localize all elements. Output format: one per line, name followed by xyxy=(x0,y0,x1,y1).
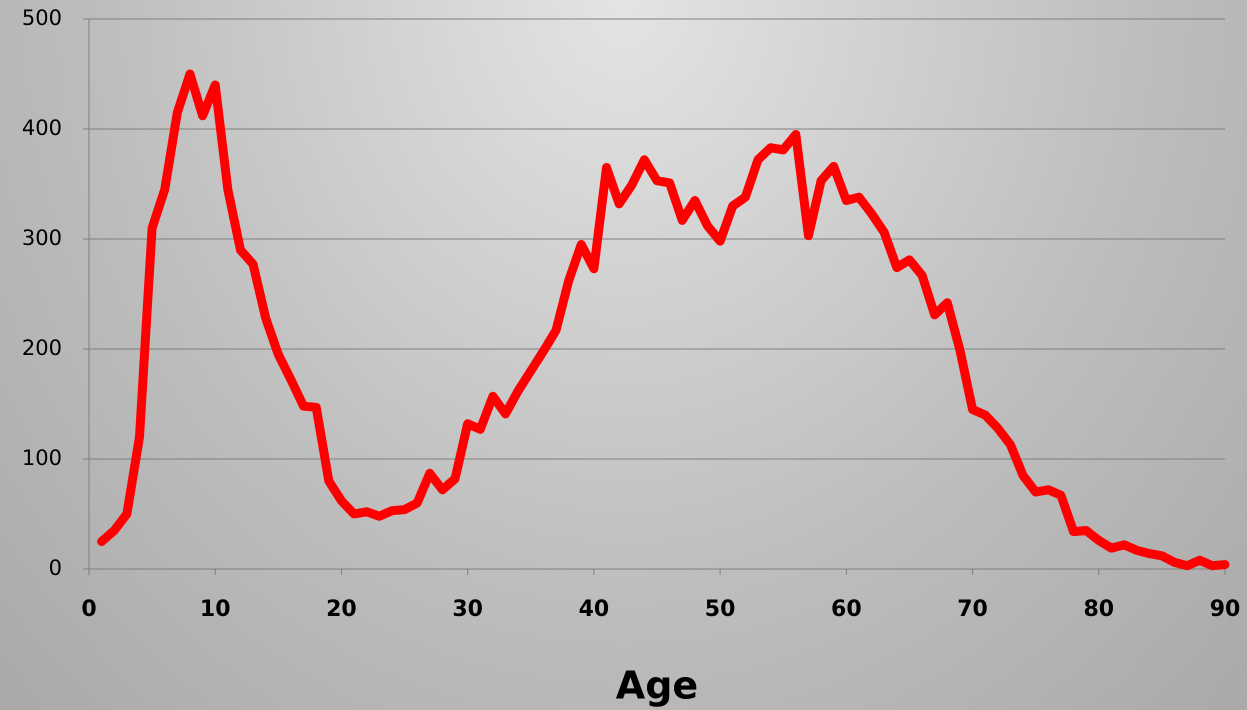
y-tick-label: 400 xyxy=(22,116,62,140)
x-tick-label: 70 xyxy=(957,597,988,622)
data-line xyxy=(97,69,1230,571)
y-tick-label: 100 xyxy=(22,446,62,470)
x-tick-label: 80 xyxy=(1083,597,1114,622)
x-tick-label: 60 xyxy=(831,597,862,622)
x-tick-label: 90 xyxy=(1210,597,1241,622)
y-tick-label: 300 xyxy=(22,226,62,250)
x-tick-label: 10 xyxy=(200,597,231,622)
y-tick-label: 0 xyxy=(49,556,62,580)
x-tick-label: 0 xyxy=(81,597,96,622)
x-axis-label: Age xyxy=(616,664,698,708)
x-tick-label: 30 xyxy=(452,597,483,622)
y-tick-label: 200 xyxy=(22,336,62,360)
y-tick-label: 500 xyxy=(22,6,62,30)
x-tick-label: 50 xyxy=(705,597,736,622)
x-tick-label: 40 xyxy=(579,597,610,622)
x-tick-label: 20 xyxy=(326,597,357,622)
